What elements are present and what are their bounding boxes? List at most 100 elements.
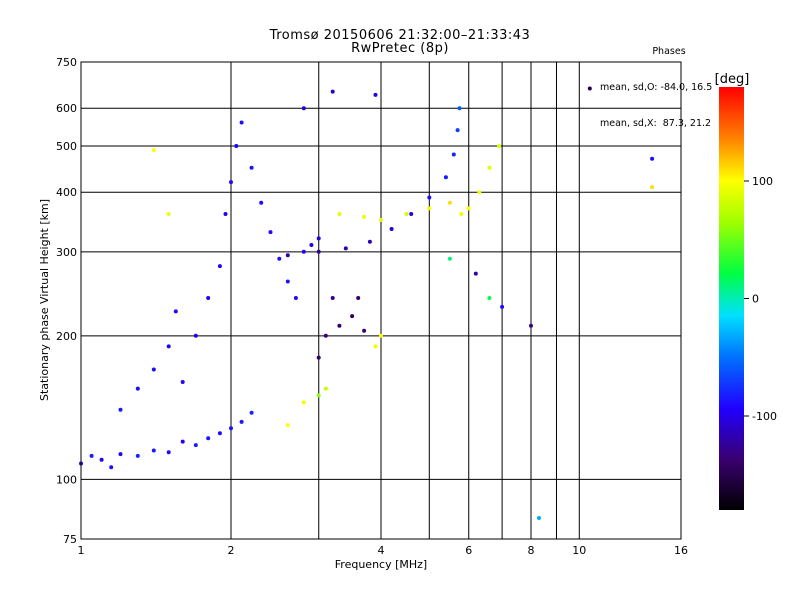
data-point — [151, 448, 156, 453]
data-points — [79, 86, 655, 520]
data-point — [316, 236, 321, 241]
data-point — [285, 253, 290, 258]
data-point — [301, 249, 306, 254]
x-tick-label: 8 — [528, 544, 535, 557]
data-point — [373, 92, 378, 97]
data-point — [457, 106, 462, 111]
data-point — [379, 333, 383, 338]
data-point — [249, 410, 254, 415]
data-point — [323, 386, 328, 391]
data-point — [89, 453, 94, 458]
x-tick-label: 6 — [465, 544, 472, 557]
data-point — [379, 217, 383, 222]
data-point — [497, 144, 501, 148]
data-point — [309, 243, 314, 247]
data-point — [180, 380, 185, 384]
x-tick-label: 16 — [674, 544, 688, 557]
chart-subtitle: RwPretec (8p) — [351, 41, 449, 56]
phase-statistics: Phases mean, sd,O: -84.0, 16.5 mean, sd,… — [600, 22, 730, 154]
grid-lines — [81, 62, 681, 539]
data-point — [259, 200, 264, 205]
data-point — [166, 344, 171, 349]
data-point — [151, 148, 156, 153]
data-point — [193, 443, 198, 448]
data-point — [447, 256, 452, 261]
y-tick-label: 75 — [63, 533, 77, 546]
y-tick-label: 200 — [56, 330, 77, 343]
data-point — [362, 214, 367, 219]
data-point — [373, 344, 378, 349]
y-tick-label: 600 — [56, 102, 77, 115]
x-axis-ticks: 1 2 4 8 16 6 10 — [78, 544, 689, 557]
data-point — [166, 212, 171, 216]
data-point — [466, 206, 471, 211]
data-point — [229, 180, 233, 185]
data-point — [193, 333, 198, 338]
colorbar-tick-label: -100 — [752, 410, 777, 423]
data-point — [409, 212, 414, 216]
data-point — [293, 296, 298, 300]
data-point — [362, 328, 367, 333]
data-point — [337, 212, 342, 216]
data-point — [217, 431, 222, 436]
data-point — [337, 323, 342, 328]
data-point — [316, 393, 321, 398]
data-point — [455, 128, 460, 133]
data-point — [529, 323, 533, 328]
data-point — [166, 450, 171, 455]
data-point — [650, 156, 655, 161]
data-point — [118, 452, 123, 457]
data-point — [217, 264, 222, 269]
data-point — [537, 516, 541, 520]
data-point — [239, 120, 244, 125]
data-point — [330, 296, 335, 300]
data-point — [180, 439, 185, 444]
data-point — [301, 400, 306, 405]
data-point — [587, 86, 592, 91]
data-point — [343, 246, 348, 251]
y-axis-label: Stationary phase Virtual Height [km] — [38, 199, 51, 401]
data-point — [323, 333, 328, 338]
data-point — [650, 185, 655, 190]
data-point — [316, 355, 321, 360]
data-point — [109, 465, 114, 470]
x-tick-label: 1 — [78, 544, 85, 557]
colorbar-tick-label: 100 — [752, 175, 773, 188]
data-point — [285, 423, 290, 428]
data-point — [135, 386, 140, 391]
plot-frame — [80, 61, 682, 540]
data-point — [477, 190, 482, 195]
y-tick-label: 500 — [56, 140, 77, 153]
data-point — [151, 367, 156, 372]
data-point — [99, 457, 104, 462]
y-axis-ticks: 75 100 200 300 400 500 600 750 — [56, 56, 77, 546]
colorbar-unit: [deg] — [715, 72, 750, 87]
data-point — [473, 271, 478, 276]
data-point — [487, 165, 492, 170]
data-point — [459, 212, 464, 216]
x-axis-label: Frequency [MHz] — [335, 558, 427, 571]
data-point — [404, 212, 409, 216]
data-point — [356, 296, 361, 300]
data-point — [447, 200, 452, 205]
y-tick-label: 400 — [56, 186, 77, 199]
x-tick-label: 10 — [572, 544, 586, 557]
colorbar-ticks: 100 0 -100 — [744, 175, 777, 423]
data-point — [118, 407, 123, 412]
phase-o-stats: mean, sd,O: -84.0, 16.5 — [600, 82, 713, 93]
y-tick-label: 750 — [56, 56, 77, 69]
data-point — [500, 304, 505, 309]
data-point — [367, 239, 372, 244]
data-point — [443, 175, 448, 180]
data-point — [285, 279, 290, 284]
x-tick-label: 2 — [228, 544, 235, 557]
data-point — [135, 453, 140, 458]
data-point — [451, 152, 456, 157]
data-point — [206, 436, 211, 441]
data-point — [249, 165, 254, 170]
data-point — [301, 106, 306, 111]
data-point — [427, 195, 432, 200]
data-point — [223, 212, 228, 216]
data-point — [268, 230, 273, 235]
